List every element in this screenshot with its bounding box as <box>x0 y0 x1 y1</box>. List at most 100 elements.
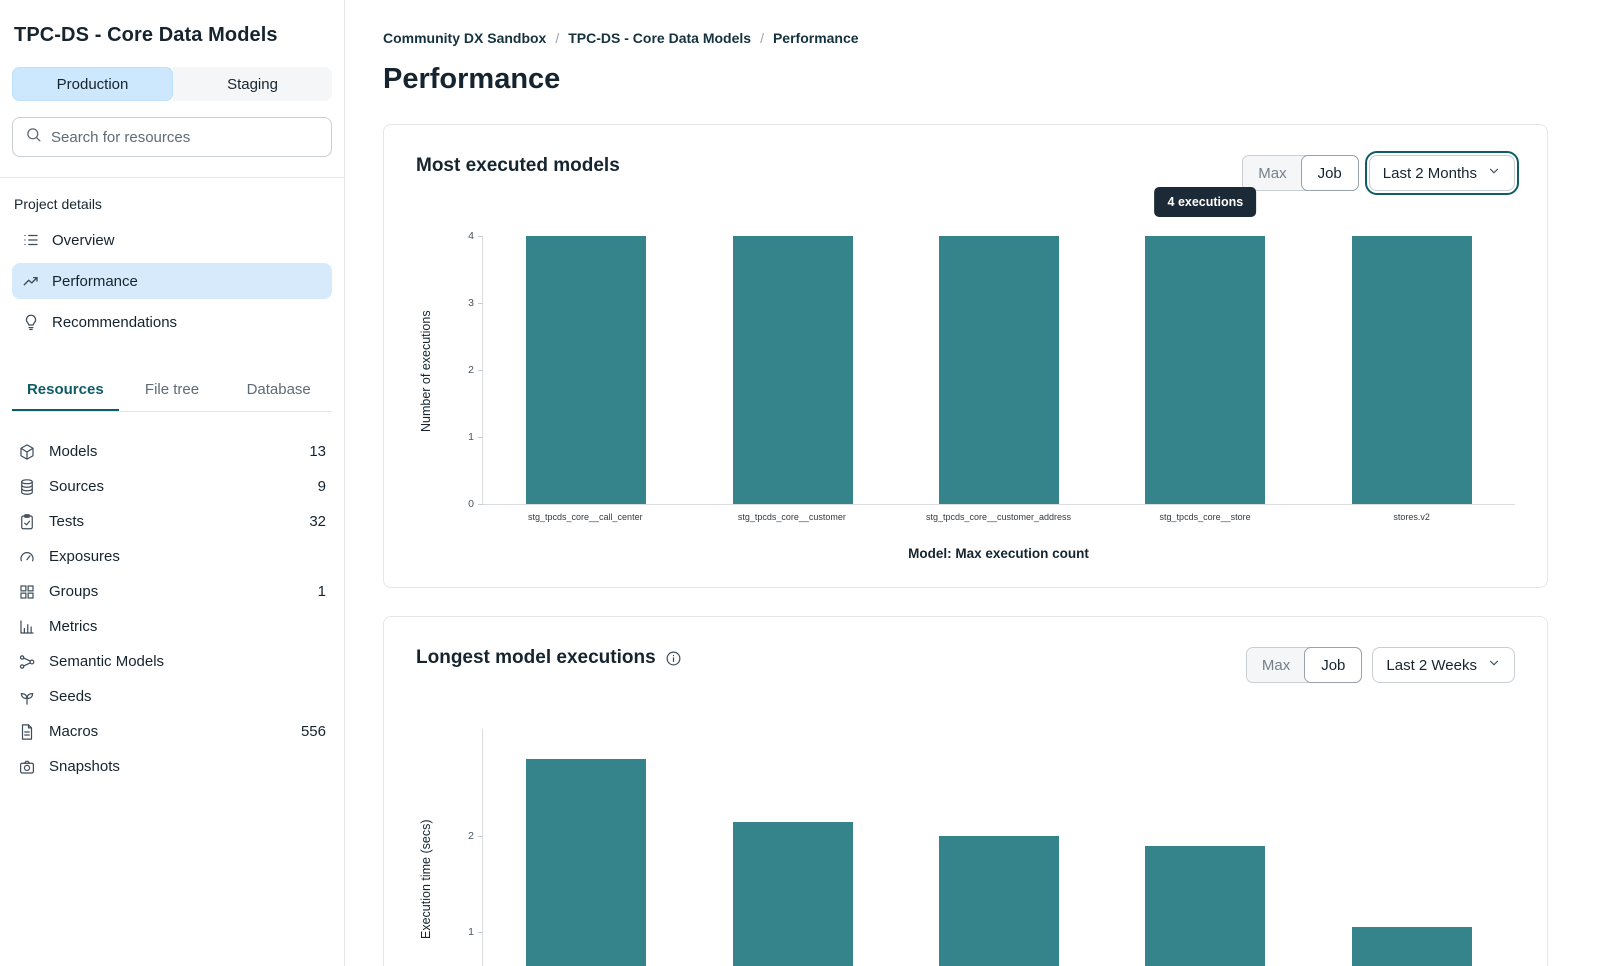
resource-item-tests[interactable]: Tests 32 <box>12 504 332 539</box>
time-range-dropdown[interactable]: Last 2 Months <box>1364 151 1520 195</box>
toggle-option-job[interactable]: Job <box>1304 647 1363 683</box>
chart-controls: Max Job Last 2 Weeks <box>1245 647 1515 683</box>
y-tick-mark <box>478 436 483 438</box>
plot-area-wrap: 0 1 2 3 4 4 executions stg_tpcds_core__call_ce… <box>444 187 1515 561</box>
y-axis-label: Number of executions <box>419 310 433 432</box>
project-title: TPC-DS - Core Data Models <box>14 24 278 46</box>
resource-item-models[interactable]: Models 13 <box>12 434 332 469</box>
project-details-label: Project details <box>14 196 102 212</box>
tab-file-tree[interactable]: File tree <box>119 372 226 411</box>
resource-item-groups[interactable]: Groups 1 <box>12 574 332 609</box>
toggle-option-max[interactable]: Max <box>1246 648 1306 682</box>
sidebar-item-recommendations[interactable]: Recommendations <box>12 304 332 340</box>
y-axis-tick: 1 <box>468 431 483 443</box>
network-icon <box>18 653 36 671</box>
bar-stores.v2[interactable] <box>1351 236 1472 504</box>
env-tab-production[interactable]: Production <box>12 67 173 101</box>
y-tick-mark <box>478 835 483 837</box>
search-box[interactable] <box>12 117 332 157</box>
resource-item-macros[interactable]: Macros 556 <box>12 714 332 749</box>
environment-switcher: Production Staging <box>12 67 332 101</box>
resource-item-metrics[interactable]: Metrics <box>12 609 332 644</box>
resource-item-seeds[interactable]: Seeds <box>12 679 332 714</box>
bar-series-5[interactable] <box>1351 927 1472 966</box>
chart-tooltip: 4 executions <box>1154 187 1257 217</box>
sidebar-item-overview[interactable]: Overview <box>12 222 332 258</box>
bar-column <box>1309 729 1515 966</box>
longest-model-executions-card: Longest model executions Max Job Last 2 We… <box>383 616 1548 966</box>
y-tick-label: 1 <box>468 926 474 938</box>
bar-columns <box>483 729 1515 966</box>
longest-model-executions-chart: Execution time (secs) 1 2 <box>416 729 1515 966</box>
x-axis-title: Model: Max execution count <box>908 546 1089 561</box>
resource-label: Semantic Models <box>49 653 165 670</box>
bar-series-2[interactable] <box>732 821 853 966</box>
dropdown-value: Last 2 Weeks <box>1386 656 1477 674</box>
resource-item-snapshots[interactable]: Snapshots <box>12 749 332 784</box>
x-tick-label: stg_tpcds_core__call_center <box>528 512 643 522</box>
most-executed-models-card: Most executed models Max Job Last 2 Months… <box>383 124 1548 588</box>
resource-label: Exposures <box>49 548 120 565</box>
list-icon <box>22 231 40 249</box>
y-axis-label: Execution time (secs) <box>419 819 433 939</box>
search-input[interactable] <box>51 128 319 146</box>
resource-count: 556 <box>300 723 326 740</box>
resource-item-semantic-models[interactable]: Semantic Models <box>12 644 332 679</box>
most-executed-models-chart: Number of executions 0 1 2 3 4 4 executions stg… <box>416 187 1515 561</box>
cube-icon <box>18 443 36 461</box>
bar-chart: Number of executions 0 1 2 3 4 4 executions stg… <box>416 187 1515 561</box>
breadcrumb-item[interactable]: Community DX Sandbox <box>383 30 547 46</box>
resource-label: Sources <box>49 478 105 495</box>
clipboard-check-icon <box>18 513 36 531</box>
x-tick-label: stg_tpcds_core__store <box>1159 512 1251 522</box>
resource-list: Models 13 Sources 9 Tests 32 Exposures Groups 1 M… <box>12 434 332 784</box>
y-tick-label: 2 <box>468 364 474 376</box>
resource-label: Models <box>49 443 98 460</box>
resource-item-exposures[interactable]: Exposures <box>12 539 332 574</box>
project-nav: Overview Performance Recommendations <box>12 222 332 340</box>
y-axis-tick: 3 <box>468 297 483 309</box>
bar-chart-icon <box>18 618 36 636</box>
breadcrumb-item[interactable]: TPC-DS - Core Data Models <box>568 30 752 46</box>
max-job-toggle: Max Job <box>1245 647 1363 683</box>
y-axis-tick: 0 <box>468 498 483 510</box>
y-tick-mark <box>478 503 483 505</box>
sidebar-tabs: Resources File tree Database <box>12 372 332 412</box>
y-tick-label: 2 <box>468 830 474 842</box>
chevron-down-icon <box>1487 656 1501 674</box>
time-range-dropdown[interactable]: Last 2 Weeks <box>1372 647 1515 683</box>
toggle-option-job[interactable]: Job <box>1300 155 1359 191</box>
env-tab-staging[interactable]: Staging <box>173 67 332 101</box>
sidebar: TPC-DS - Core Data Models Production Stag… <box>0 0 345 966</box>
main-content: Community DX Sandbox / TPC-DS - Core Data … <box>345 0 1621 966</box>
resource-label: Metrics <box>49 618 98 635</box>
sidebar-item-label: Recommendations <box>52 313 178 331</box>
bar-column <box>1102 236 1308 504</box>
info-icon[interactable] <box>665 650 682 667</box>
x-tick-label: stores.v2 <box>1393 512 1430 522</box>
x-tick-label: stg_tpcds_core__customer_address <box>925 512 1072 522</box>
y-axis-tick: 2 <box>468 364 483 376</box>
chart-controls: Max Job Last 2 Months <box>1242 151 1520 195</box>
bar-stg_tpcds_core__store[interactable] <box>1145 236 1266 504</box>
tab-resources[interactable]: Resources <box>12 372 119 411</box>
toggle-option-max[interactable]: Max <box>1243 156 1302 190</box>
bar-column <box>483 236 689 504</box>
bar-stg_tpcds_core__customer[interactable] <box>732 236 853 504</box>
bar-column <box>896 729 1102 966</box>
bar-stg_tpcds_core__call_center[interactable] <box>526 236 647 504</box>
resource-item-sources[interactable]: Sources 9 <box>12 469 332 504</box>
bar-series-1[interactable] <box>526 759 647 966</box>
bar-stg_tpcds_core__customer_address[interactable] <box>939 236 1060 504</box>
breadcrumb-separator: / <box>760 30 764 46</box>
bar-chart: Execution time (secs) 1 2 <box>416 729 1515 966</box>
y-tick-label: 3 <box>468 297 474 309</box>
search-icon <box>25 126 42 148</box>
bar-series-4[interactable] <box>1145 845 1266 966</box>
bar-series-3[interactable] <box>939 836 1060 966</box>
bar-column <box>896 236 1102 504</box>
sidebar-item-performance[interactable]: Performance <box>12 263 332 299</box>
tab-database[interactable]: Database <box>225 372 332 411</box>
sidebar-divider <box>0 177 344 178</box>
breadcrumb-item: Performance <box>772 30 859 46</box>
